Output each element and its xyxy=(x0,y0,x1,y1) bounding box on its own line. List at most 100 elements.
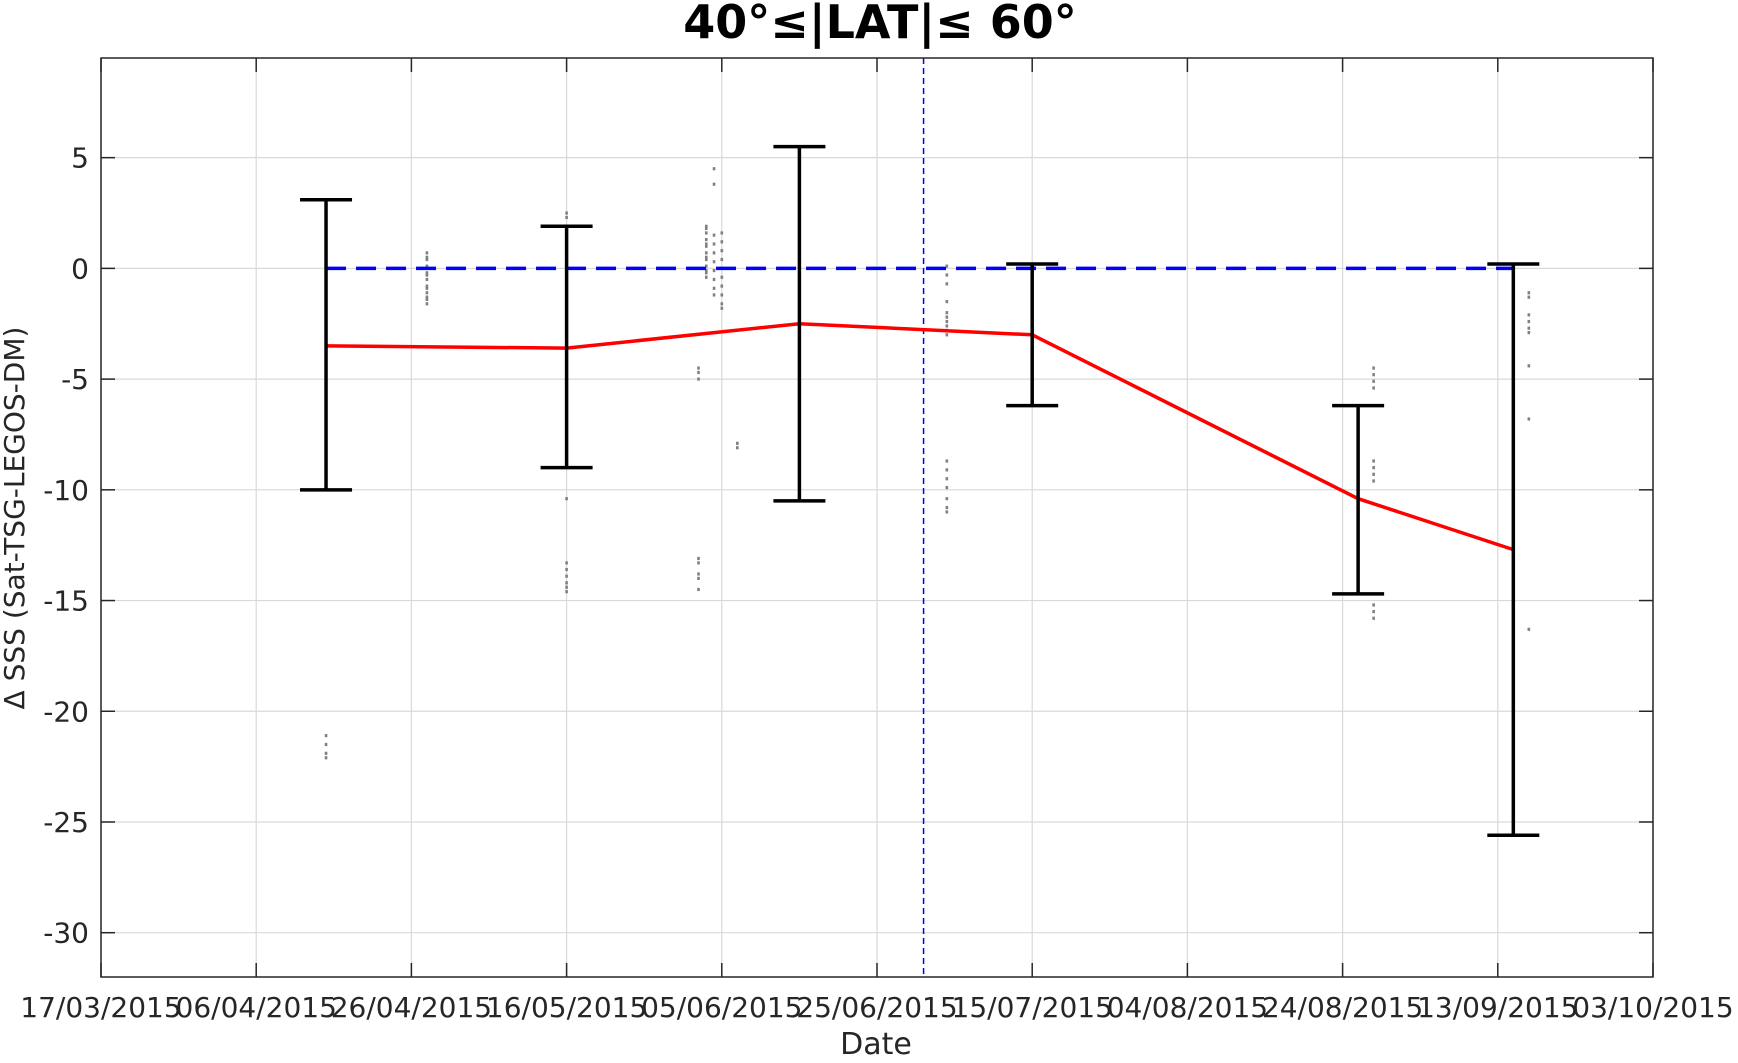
scatter-point xyxy=(324,734,328,738)
scatter-point xyxy=(425,291,429,295)
scatter-point xyxy=(425,264,429,268)
scatter-point xyxy=(712,268,716,273)
scatter-point xyxy=(425,286,429,290)
scatter-point xyxy=(712,251,716,255)
scatter-point xyxy=(712,260,716,264)
scatter-point xyxy=(720,306,724,310)
scatter-point xyxy=(945,333,949,337)
y-tick-labels: 5 0 -5 -10 -15 -20 -25 -30 xyxy=(43,142,89,950)
scatter-point xyxy=(697,587,700,592)
x-tick-label: 24/08/2015 xyxy=(1262,991,1423,1024)
y-tick-label: -25 xyxy=(43,806,89,839)
x-axis-label: Date xyxy=(840,1027,912,1059)
scatter-point xyxy=(697,370,700,375)
scatter-point xyxy=(720,240,724,244)
scatter-point xyxy=(425,297,429,301)
scatter-point xyxy=(945,505,949,510)
scatter-point xyxy=(704,244,708,248)
scatter-point xyxy=(1527,291,1531,295)
scatter-point xyxy=(704,257,708,262)
scatter-point xyxy=(945,459,949,463)
y-tick-label: -5 xyxy=(61,363,89,396)
x-tick-label: 17/03/2015 xyxy=(20,991,181,1024)
scatter-point xyxy=(324,756,328,760)
scatter-point xyxy=(945,319,949,324)
scatter-point xyxy=(565,497,568,501)
scatter-point xyxy=(1372,459,1375,463)
y-axis-label: Δ SSS (Sat-TSG-LEGOS-DM) xyxy=(0,327,31,710)
scatter-point xyxy=(704,268,708,273)
scatter-point xyxy=(945,299,949,304)
scatter-point xyxy=(1372,466,1375,470)
y-tick-label: 0 xyxy=(71,252,89,285)
scatter-point xyxy=(720,302,724,306)
error-bar-layer xyxy=(300,144,1540,838)
scatter-point xyxy=(704,237,708,242)
scatter-point xyxy=(712,233,716,237)
scatter-point xyxy=(945,315,949,319)
scatter-point xyxy=(712,286,716,290)
scatter-point xyxy=(945,477,949,481)
scatter-point xyxy=(720,231,724,235)
scatter-point xyxy=(697,576,700,580)
scatter-point xyxy=(704,275,708,279)
grid-layer xyxy=(100,58,1654,977)
scatter-point xyxy=(712,182,716,186)
scatter-point xyxy=(945,311,949,315)
scatter-point xyxy=(565,215,568,220)
scatter-point xyxy=(720,249,724,253)
scatter-point xyxy=(1372,479,1375,483)
scatter-point xyxy=(945,510,949,514)
scatter-point xyxy=(1372,386,1375,390)
scatter-point xyxy=(425,273,429,277)
x-tick-label: 16/05/2015 xyxy=(486,991,647,1024)
scatter-point xyxy=(720,293,724,297)
scatter-point xyxy=(704,255,708,259)
scatter-point xyxy=(697,366,700,370)
scatter-point xyxy=(704,224,708,228)
x-tick-label: 25/06/2015 xyxy=(796,991,957,1024)
x-tick-label: 26/04/2015 xyxy=(331,991,492,1024)
scatter-point xyxy=(565,581,568,585)
scatter-point xyxy=(425,277,429,282)
scatter-point xyxy=(704,251,708,255)
scatter-point xyxy=(1527,364,1531,368)
scatter-point xyxy=(425,257,429,262)
mean-line xyxy=(326,321,1514,552)
scatter-point xyxy=(1372,379,1375,383)
scatter-point xyxy=(1372,610,1375,614)
x-tick-label: 05/06/2015 xyxy=(641,991,802,1024)
scatter-point xyxy=(565,561,568,565)
scatter-point xyxy=(425,255,429,259)
y-tick-label: 5 xyxy=(71,142,89,175)
tick-layer xyxy=(100,58,1654,977)
x-tick-label: 06/04/2015 xyxy=(176,991,337,1024)
scatter-point xyxy=(1372,373,1375,377)
scatter-point xyxy=(425,271,429,275)
scatter-point xyxy=(565,567,568,572)
scatter-point xyxy=(1527,627,1531,631)
scatter-point xyxy=(425,295,429,299)
scatter-point xyxy=(712,293,716,297)
scatter-point xyxy=(720,275,724,279)
x-tick-label: 13/09/2015 xyxy=(1417,991,1578,1024)
scatter-point xyxy=(945,497,949,501)
scatter-point xyxy=(565,590,568,594)
mean-line-layer xyxy=(326,321,1514,552)
scatter-point xyxy=(945,264,949,268)
scatter-point xyxy=(324,742,328,747)
scatter-point xyxy=(1527,417,1531,421)
scatter-point xyxy=(1527,313,1531,317)
scatter-point xyxy=(697,377,700,381)
scatter-point xyxy=(1372,603,1375,607)
scatter-point xyxy=(736,446,739,450)
scatter-point xyxy=(697,556,700,561)
scatter-point xyxy=(1372,366,1375,370)
scatter-point xyxy=(1527,295,1531,299)
x-tick-label: 15/07/2015 xyxy=(952,991,1113,1024)
scatter-point xyxy=(425,302,429,306)
scatter-point xyxy=(712,167,716,171)
chart-title: 40°≤|LAT|≤ 60° xyxy=(683,0,1076,50)
scatter-point xyxy=(1527,319,1531,324)
